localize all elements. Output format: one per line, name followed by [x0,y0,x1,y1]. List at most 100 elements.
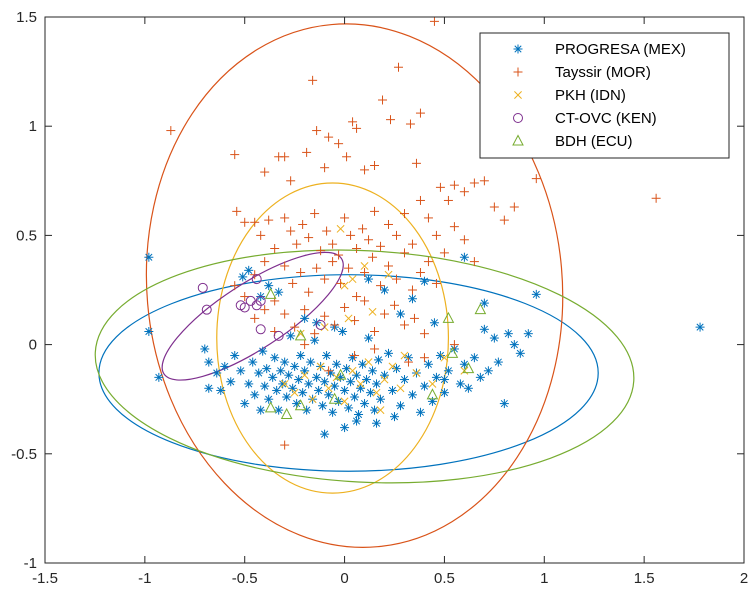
point-1-23 [429,16,439,26]
y-tick-label: 0.5 [16,227,37,244]
point-1-77 [304,287,314,297]
point-1-8 [312,126,322,136]
point-0-87 [423,359,433,369]
point-0-64 [354,409,364,419]
point-0-101 [489,333,499,343]
series-4 [264,287,487,419]
point-0-129 [439,375,449,385]
point-1-55 [364,235,374,245]
point-1-61 [407,239,417,249]
x-tick-label: 0.5 [434,570,455,587]
point-1-105 [360,296,370,306]
ellipse-4 [94,249,635,484]
point-1-26 [449,180,459,190]
point-1-87 [384,261,394,271]
x-tick-label: 1.5 [634,570,655,587]
point-2-7 [340,397,349,406]
y-tick-label: 1 [29,118,37,135]
point-2-4 [316,362,325,371]
point-1-10 [324,132,334,142]
point-2-15 [296,329,305,338]
point-1-114 [350,351,360,361]
point-1-98 [290,322,300,332]
point-0-109 [695,322,705,332]
point-0-68 [362,375,372,385]
point-1-44 [298,219,308,229]
point-1-1 [230,150,240,160]
point-1-7 [308,75,318,85]
point-3-9 [273,330,284,341]
ellipse-2 [216,182,450,494]
x-tick-label: 0 [340,570,348,587]
point-4-2 [280,407,293,419]
point-1-33 [531,174,541,184]
point-0-36 [298,388,308,398]
point-0-107 [523,329,533,339]
point-2-17 [344,314,353,323]
point-1-79 [320,274,330,284]
point-1-83 [352,292,362,302]
point-1-4 [280,152,290,162]
point-1-94 [250,313,260,323]
point-1-100 [310,329,320,339]
point-1-57 [376,241,386,251]
y-tick-label: 0 [29,337,37,354]
point-0-97 [469,353,479,363]
legend-marker-4 [512,134,524,146]
point-2-10 [364,358,373,367]
point-1-62 [415,195,425,205]
point-0-18 [260,381,270,391]
point-1-25 [443,195,453,205]
point-0-73 [372,379,382,389]
point-2-12 [380,375,389,384]
point-1-0 [166,126,176,136]
point-1-47 [316,246,326,256]
point-1-52 [346,230,356,240]
point-1-18 [386,115,396,125]
point-1-90 [407,285,417,295]
point-1-58 [384,219,394,229]
ellipses-layer [94,23,635,548]
legend-marker-1 [513,67,523,77]
point-0-110 [238,272,248,282]
axes-box [44,16,745,564]
point-1-112 [280,440,290,450]
x-tick-label: -0.5 [232,570,258,587]
point-1-35 [232,206,242,216]
point-1-22 [415,108,425,118]
point-0-106 [515,348,525,358]
point-0-57 [340,385,350,395]
point-0-102 [493,357,503,367]
point-2-26 [412,369,421,377]
point-1-84 [360,268,370,278]
point-1-36 [240,217,250,227]
point-0-103 [499,399,509,409]
point-1-37 [250,217,260,227]
point-1-85 [368,252,378,262]
point-1-19 [393,62,403,72]
axes-layer: -1.5 -1 -0.5 0 0.5 1 1.5 2-1-0.500.511.5 [11,9,748,587]
point-0-9 [230,351,240,361]
point-3-8 [255,324,266,335]
point-0-62 [350,392,360,402]
series-2 [280,224,469,415]
point-0-61 [348,353,358,363]
point-1-16 [370,161,380,171]
point-4-3 [294,329,307,341]
point-1-101 [320,311,330,321]
point-1-76 [296,268,306,278]
point-1-15 [360,165,370,175]
point-0-47 [320,377,330,387]
legend: PROGRESA (MEX) Tayssir (MOR) PKH (IDN) CT-O… [479,32,730,159]
point-1-110 [409,313,419,323]
point-1-70 [240,292,250,302]
point-0-12 [244,379,254,389]
point-0-125 [395,309,405,319]
point-0-53 [332,359,342,369]
point-4-0 [264,287,277,299]
y-tick-label: -1 [24,555,37,572]
point-0-98 [475,372,485,382]
point-1-42 [286,226,296,236]
point-1-107 [380,309,390,319]
point-1-40 [270,244,280,254]
